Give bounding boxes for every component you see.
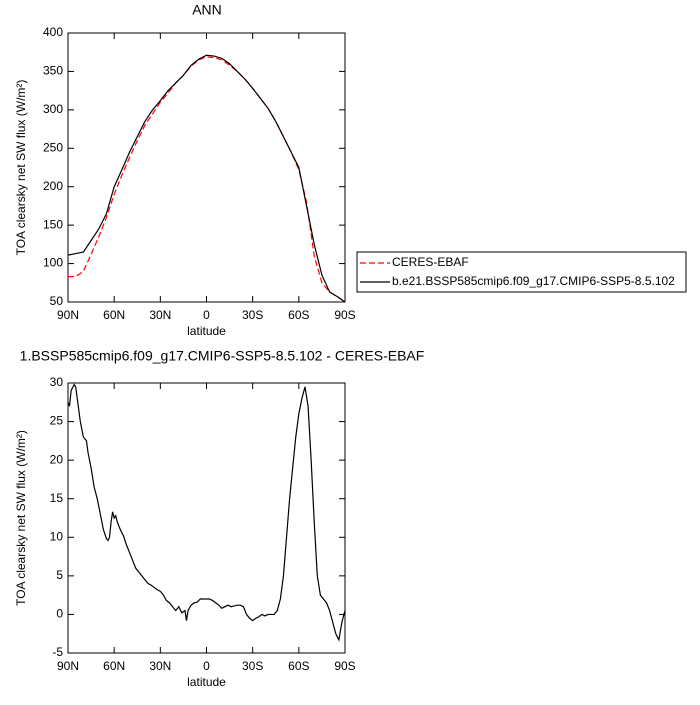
legend-frame <box>356 251 687 293</box>
y-tick-label: 25 <box>50 414 64 428</box>
y-tick-label: 5 <box>56 568 63 582</box>
data-line <box>68 56 346 303</box>
y-tick-label: 15 <box>50 491 64 505</box>
y-tick-label: 400 <box>43 25 63 39</box>
y-tick-label: 350 <box>43 64 63 78</box>
x-tick-label: 30S <box>242 659 263 673</box>
y-tick-label: 20 <box>50 452 64 466</box>
x-tick-label: 90N <box>57 659 79 673</box>
y-tick-label: 200 <box>43 179 63 193</box>
y-tick-label: 300 <box>43 102 63 116</box>
chart-title: ANN <box>192 2 222 18</box>
x-tick-label: 90S <box>334 659 355 673</box>
data-line <box>67 54 346 303</box>
y-tick-label: 100 <box>43 256 63 270</box>
x-tick-label: 60S <box>288 659 309 673</box>
y-axis-label: TOA clearsky net SW flux (W/m²) <box>14 80 28 256</box>
data-line <box>67 383 346 642</box>
x-tick-label: 90S <box>334 308 355 322</box>
legend-label: b.e21.BSSP585cmip6.f09_g17.CMIP6-SSP5-8.… <box>392 274 675 288</box>
x-axis-label: latitude <box>187 324 226 338</box>
x-tick-label: 30N <box>149 659 171 673</box>
x-tick-label: 30N <box>149 308 171 322</box>
x-tick-label: 0 <box>203 308 210 322</box>
y-axis-label: TOA clearsky net SW flux (W/m²) <box>14 430 28 606</box>
y-tick-label: 30 <box>50 375 64 389</box>
legend-label: CERES-EBAF <box>392 255 469 269</box>
x-tick-label: 0 <box>203 659 210 673</box>
x-tick-label: 60N <box>103 659 125 673</box>
plot-frame <box>67 32 346 303</box>
y-tick-label: 250 <box>43 140 63 154</box>
y-tick-label: 0 <box>56 607 63 621</box>
x-tick-label: 60N <box>103 308 125 322</box>
x-tick-label: 90N <box>57 308 79 322</box>
x-axis-label: latitude <box>187 675 226 689</box>
x-tick-label: 60S <box>288 308 309 322</box>
y-tick-label: 10 <box>50 529 64 543</box>
x-tick-label: 30S <box>242 308 263 322</box>
chart-title: 1.BSSP585cmip6.f09_g17.CMIP6-SSP5-8.5.10… <box>20 348 425 364</box>
y-tick-label: 150 <box>43 217 63 231</box>
plot-frame <box>67 382 346 654</box>
y-tick-label: -5 <box>52 645 63 659</box>
y-tick-label: 50 <box>50 294 64 308</box>
